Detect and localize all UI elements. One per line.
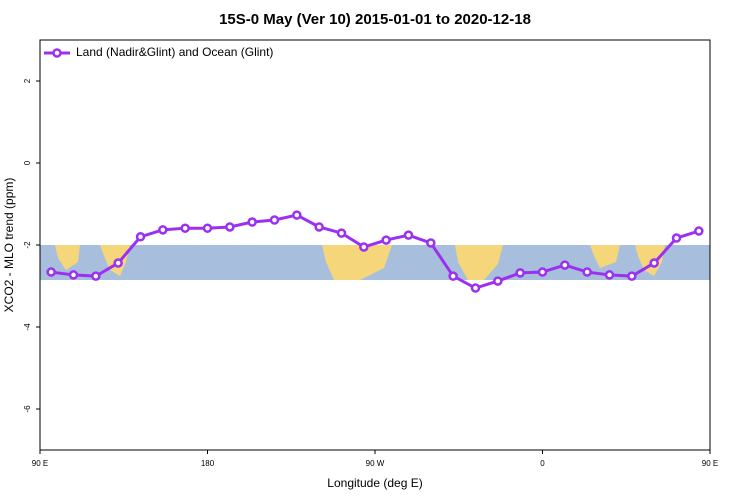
point: [336, 228, 347, 238]
point: [180, 223, 190, 233]
x-axis-label: Longitude (deg E): [327, 476, 422, 490]
legend-label: Land (Nadir&Glint) and Ocean (Glint): [76, 45, 273, 59]
x-tick-label: 90 E: [32, 459, 48, 468]
point: [113, 258, 123, 268]
legend-marker: [52, 48, 62, 58]
y-axis-label: XCO2 - MLO trend (ppm): [2, 178, 16, 313]
point: [448, 271, 458, 281]
x-tick-label: 180: [201, 459, 215, 468]
point: [627, 271, 637, 281]
point: [671, 233, 682, 243]
x-tick-label: 0: [540, 459, 545, 468]
point: [560, 260, 570, 270]
y-tick-label: 0: [23, 160, 32, 165]
y-tick-label: 2: [23, 78, 32, 83]
point: [470, 283, 481, 293]
map-strip: [40, 245, 710, 280]
x-tick-label: 90 E: [702, 459, 718, 468]
point: [135, 232, 146, 242]
point: [604, 270, 615, 280]
point: [359, 242, 369, 252]
point: [493, 276, 503, 286]
point: [515, 268, 525, 278]
point: [269, 215, 280, 225]
point: [247, 217, 257, 227]
point: [649, 258, 659, 268]
point: [202, 223, 213, 233]
x-tick-label: 90 W: [366, 459, 385, 468]
y-tick-label: -2: [23, 241, 32, 249]
point: [381, 235, 391, 245]
y-tick-label: -4: [23, 323, 32, 331]
point: [91, 271, 101, 281]
point: [694, 226, 704, 236]
y-tick-label: -6: [23, 405, 32, 413]
point: [426, 238, 436, 248]
point: [46, 267, 56, 277]
point: [158, 225, 168, 235]
chart-title: 15S-0 May (Ver 10) 2015-01-01 to 2020-12…: [219, 11, 531, 28]
point: [225, 222, 235, 232]
point: [582, 267, 592, 277]
point: [314, 222, 324, 232]
point: [403, 230, 414, 240]
point: [292, 210, 302, 220]
point: [68, 270, 79, 280]
point: [537, 267, 548, 277]
